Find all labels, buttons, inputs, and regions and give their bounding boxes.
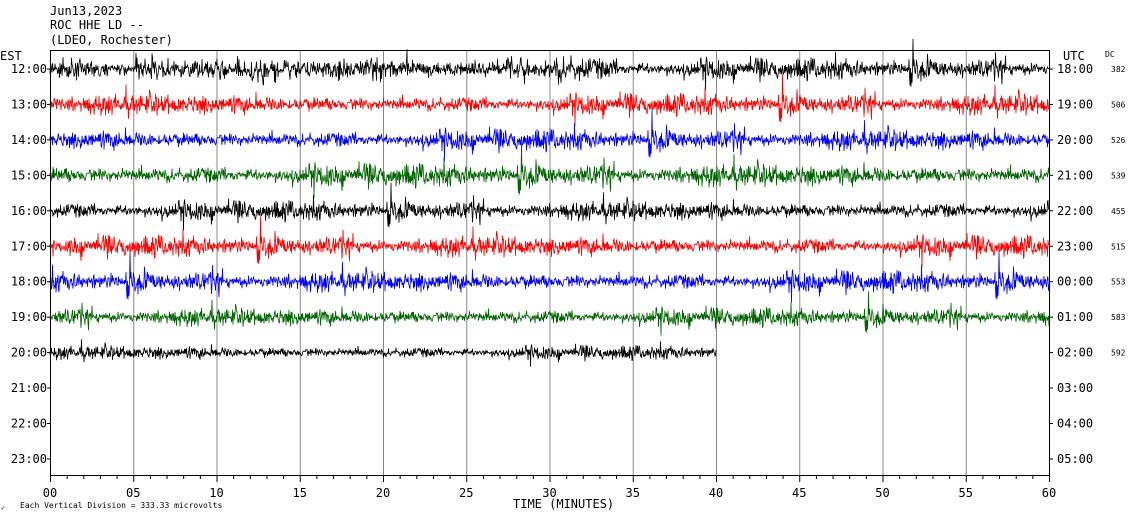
dc-value: 455 [1111,207,1126,216]
row-label-left: 16:00 [11,204,47,218]
row-label-left: 19:00 [11,310,47,324]
row-label-right: 20:00 [1057,133,1093,147]
row-label-right: 21:00 [1057,168,1093,182]
scale-note: Each Vertical Division = 333.33 microvol… [20,501,222,510]
row-label-left: 14:00 [11,133,47,147]
x-tick-label: 25 [459,486,473,500]
row-label-left: 22:00 [11,417,47,431]
row-label-right: 18:00 [1057,62,1093,76]
seismic-trace-row-7 [49,291,1050,336]
row-label-right: 03:00 [1057,381,1093,395]
x-tick-label: 30 [542,486,556,500]
seismic-trace-row-8 [49,339,717,367]
x-tick-label: 05 [126,486,140,500]
left-zone-label: EST [0,49,22,63]
dc-value: 526 [1111,136,1126,145]
seismic-trace-row-2 [49,109,1050,162]
right-zone-label: UTC [1063,49,1085,63]
x-tick-label: 35 [626,486,640,500]
network-label: (LDEO, Rochester) [50,33,173,47]
seismic-trace-row-5 [49,216,1050,268]
row-label-right: 01:00 [1057,310,1093,324]
x-tick-label: 50 [875,486,889,500]
seismic-trace-row-3 [49,143,1050,198]
row-label-left: 20:00 [11,346,47,360]
dc-value: 553 [1111,278,1126,287]
row-label-left: 23:00 [11,452,47,466]
seismic-trace-row-1 [49,74,1050,126]
row-label-left: 12:00 [11,62,47,76]
dc-value: 506 [1111,100,1126,109]
row-label-right: 19:00 [1057,97,1093,111]
row-label-right: 22:00 [1057,204,1093,218]
row-label-left: 17:00 [11,239,47,253]
x-tick-label: 40 [709,486,723,500]
station-label: ROC HHE LD -- [50,18,144,32]
x-axis-label: TIME (MINUTES) [513,497,614,511]
row-label-left: 18:00 [11,275,47,289]
dc-value: 515 [1111,242,1126,251]
dc-value: 583 [1111,313,1126,322]
x-tick-label: 45 [792,486,806,500]
seismic-trace-row-0 [49,38,1050,91]
row-label-left: 13:00 [11,97,47,111]
date-label: Jun13,2023 [50,4,123,18]
x-tick-label: 60 [1042,486,1056,500]
x-tick-label: 55 [959,486,973,500]
dc-value: 539 [1111,171,1126,180]
row-label-left: 21:00 [11,381,47,395]
row-label-right: 23:00 [1057,239,1093,253]
scale-mark: ✓ [1,504,5,512]
x-tick-label: 15 [293,486,307,500]
dc-value: 382 [1111,65,1126,74]
row-label-right: 00:00 [1057,275,1093,289]
seismic-trace-row-4 [49,182,1050,231]
x-tick-label: 10 [209,486,223,500]
row-label-right: 04:00 [1057,417,1093,431]
dc-value: 592 [1111,349,1126,358]
row-label-left: 15:00 [11,168,47,182]
seismic-trace-row-6 [49,251,1050,303]
x-tick-label: 20 [376,486,390,500]
row-label-right: 02:00 [1057,346,1093,360]
x-tick-label: 00 [43,486,57,500]
dc-label: DC [1105,50,1115,59]
row-label-right: 05:00 [1057,452,1093,466]
